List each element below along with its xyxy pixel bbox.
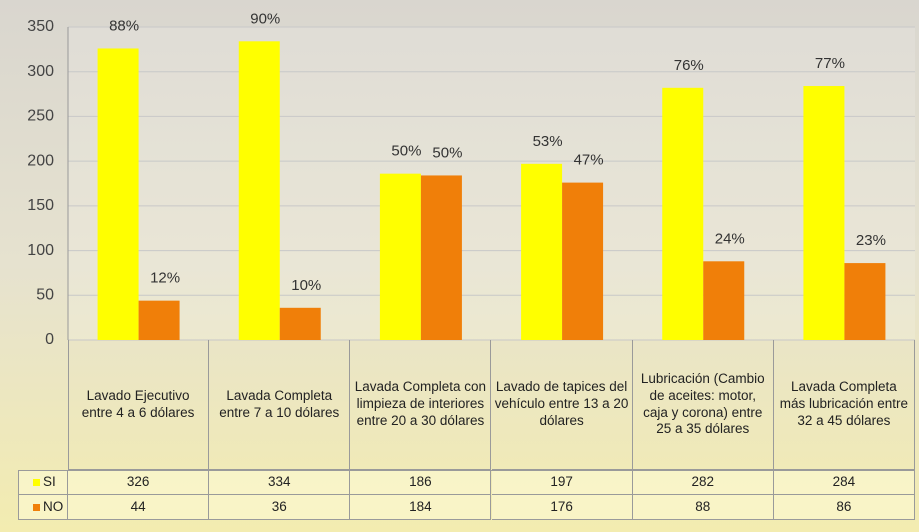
plot-area	[68, 27, 915, 340]
category-label: Lavada Completa entre 7 a 10 dólares	[209, 340, 351, 470]
bar	[379, 173, 421, 340]
bar	[562, 182, 604, 340]
bar	[279, 307, 321, 340]
bar	[420, 175, 462, 340]
data-label: 47%	[574, 152, 604, 169]
data-label: 24%	[715, 230, 745, 247]
legend-label: NO	[43, 498, 64, 514]
data-label: 23%	[856, 232, 886, 249]
table-value: 44	[68, 495, 210, 520]
y-tick-label: 50	[36, 287, 54, 304]
legend-label: SI	[43, 473, 56, 489]
data-label: 50%	[432, 144, 462, 161]
data-label: 12%	[150, 270, 180, 287]
data-label: 50%	[391, 143, 421, 160]
legend-cell: SI	[18, 470, 68, 495]
bar	[138, 300, 180, 340]
table-value: 88	[632, 495, 774, 520]
table-border	[68, 340, 69, 470]
table-value: 334	[209, 470, 351, 495]
y-tick-label: 300	[27, 63, 54, 80]
category-label: Lubricación (Cambio de aceites: motor, c…	[632, 340, 774, 470]
y-tick-label: 150	[27, 197, 54, 214]
data-label: 88%	[109, 17, 139, 34]
legend-swatch	[33, 503, 40, 511]
table-value: 184	[350, 495, 492, 520]
bar	[238, 41, 280, 341]
table-value: 282	[632, 470, 774, 495]
table-value: 197	[491, 470, 633, 495]
table-border	[18, 470, 915, 471]
y-tick-label: 100	[27, 242, 54, 259]
data-label: 90%	[250, 10, 280, 27]
bar	[97, 48, 139, 340]
y-tick-label: 200	[27, 152, 54, 169]
legend-swatch	[33, 478, 40, 486]
data-label: 10%	[291, 277, 321, 294]
y-tick-label: 0	[45, 331, 54, 348]
category-label: Lavada Completa con limpieza de interior…	[350, 340, 492, 470]
bar	[803, 86, 845, 340]
bar	[521, 163, 563, 340]
table-value: 186	[350, 470, 492, 495]
data-label: 76%	[674, 57, 704, 74]
bar	[662, 87, 704, 340]
category-label: Lavado de tapices del vehículo entre 13 …	[491, 340, 633, 470]
bar	[703, 261, 745, 340]
table-value: 284	[773, 470, 915, 495]
data-label: 53%	[533, 133, 563, 150]
category-label: Lavado Ejecutivo entre 4 a 6 dólares	[68, 340, 210, 470]
y-tick-label: 350	[27, 18, 54, 35]
table-value: 176	[491, 495, 633, 520]
bar	[844, 263, 886, 340]
legend-cell: NO	[18, 495, 68, 520]
table-value: 36	[209, 495, 351, 520]
data-label: 77%	[815, 55, 845, 72]
table-value: 326	[68, 470, 210, 495]
category-label: Lavada Completa más lubricación entre 32…	[773, 340, 915, 470]
y-tick-label: 250	[27, 108, 54, 125]
table-value: 86	[773, 495, 915, 520]
